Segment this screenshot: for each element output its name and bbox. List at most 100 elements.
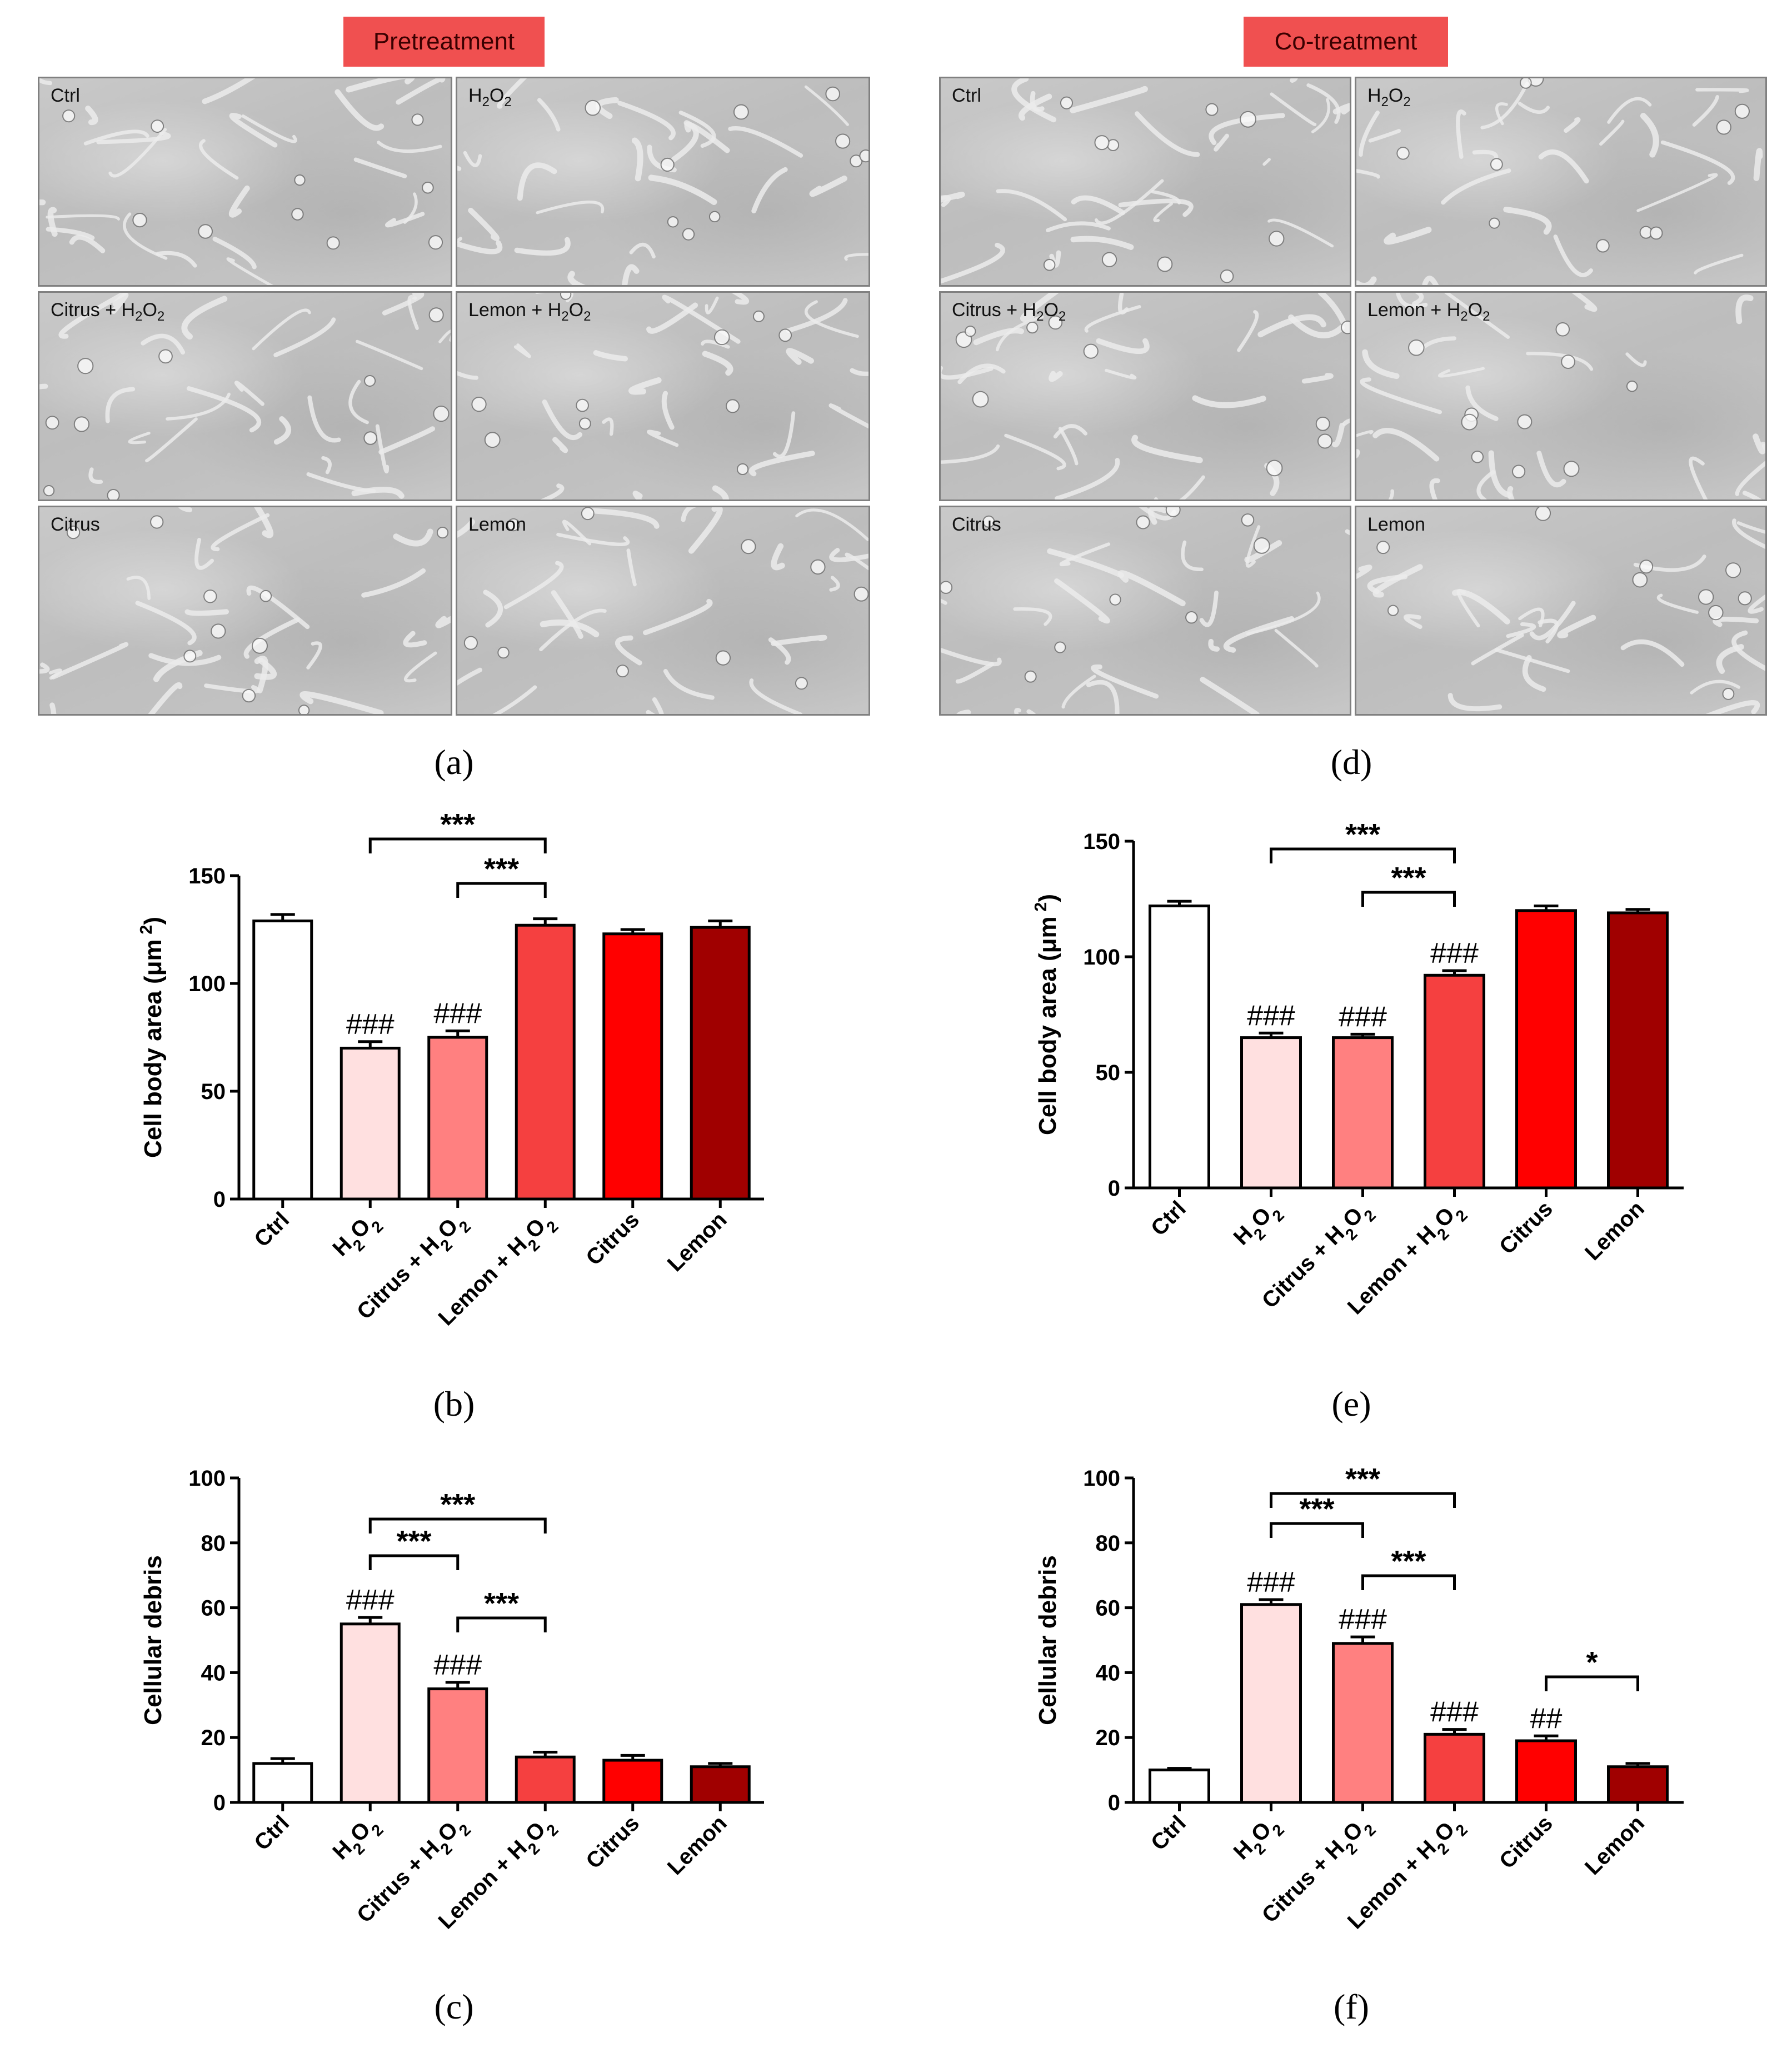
y-axis-label: Cell body area (μm 2) — [136, 917, 167, 1158]
panel-letter-c: (c) — [434, 1987, 474, 2026]
bar-ctrl — [1149, 904, 1210, 1190]
pre-micrograph-citrus-h2o2: Citrus + H2O2 — [38, 291, 452, 501]
panel-letter-f: (f) — [1334, 1987, 1369, 2026]
chart-c-cellular-debris-pretreatment: 0 20 40 60 80 100 Cellular debris Ctrl H2O2 ### Ci… — [139, 1466, 764, 1934]
bar-citrus — [1515, 1739, 1577, 1804]
cell-texture — [941, 507, 1350, 714]
micrograph-label: H2O2 — [1367, 85, 1411, 109]
pretreatment-header: Pretreatment — [343, 17, 545, 67]
chart-e-cell-body-area-cotreatment: 0 50 100 150 Cell body area (μm 2) Ctrl H2O2 ##… — [1031, 818, 1684, 1319]
significance-bracket — [456, 1616, 547, 1632]
significance-hash-label: ### — [433, 997, 482, 1030]
x-tick-label: Ctrl — [1146, 1196, 1191, 1241]
significance-bracket — [368, 837, 547, 853]
bar-lemon-h2o2 — [515, 923, 576, 1201]
panel-letter-d: (d) — [1330, 742, 1372, 782]
significance-hash-label: ### — [346, 1584, 395, 1616]
panel-letter-a: (a) — [434, 742, 474, 782]
y-tick-label: 60 — [1096, 1596, 1121, 1621]
pre-micrograph-lemon: Lemon — [456, 506, 870, 716]
y-tick-label: 150 — [188, 864, 226, 888]
y-tick-label: 0 — [213, 1187, 226, 1212]
bar-citrus-h2o2 — [427, 1687, 488, 1804]
cell-texture — [941, 293, 1350, 499]
micrograph-label: Lemon + H2O2 — [1367, 299, 1490, 324]
significance-star-label: *** — [1345, 1462, 1380, 1496]
significance-hash-label: ### — [1430, 1696, 1479, 1729]
y-tick-label: 20 — [201, 1726, 226, 1750]
y-tick-label: 80 — [1096, 1531, 1121, 1556]
significance-star-label: *** — [1299, 1492, 1334, 1526]
panel-letter-b: (b) — [433, 1384, 475, 1423]
x-tick-label: Lemon — [663, 1207, 732, 1276]
y-tick-label: 0 — [213, 1791, 226, 1815]
significance-star-label: *** — [1345, 818, 1380, 851]
x-tick-label: Lemon — [1580, 1811, 1649, 1880]
cell-texture — [1356, 78, 1763, 285]
x-tick-label: Citrus — [1495, 1196, 1558, 1259]
cell-texture — [1356, 293, 1765, 499]
y-tick-label: 20 — [1096, 1726, 1121, 1750]
micrograph-label: Citrus — [952, 514, 1001, 535]
significance-bracket — [1270, 1522, 1364, 1538]
pre-micrograph-citrus: Citrus — [38, 506, 452, 716]
x-tick-label: Citrus — [1495, 1811, 1558, 1874]
micrograph-label: Citrus — [51, 514, 100, 535]
bar-lemon-h2o2 — [515, 1755, 576, 1804]
x-tick-label: Lemon — [663, 1811, 732, 1880]
micrograph-label: Lemon — [1367, 514, 1425, 535]
cell-texture — [457, 293, 868, 499]
x-tick-label: H2O2 — [1229, 1196, 1288, 1255]
pre-micrograph-ctrl: Ctrl — [38, 77, 452, 287]
significance-hash-label: ### — [1339, 1604, 1387, 1636]
x-tick-label: Citrus — [581, 1811, 644, 1874]
bar-citrus-h2o2 — [1332, 1642, 1394, 1804]
co-micrograph-lemon-h2o2: Lemon + H2O2 — [1355, 291, 1767, 501]
significance-bracket — [368, 1517, 547, 1533]
significance-bracket — [1545, 1675, 1639, 1691]
bar-lemon — [690, 1765, 751, 1804]
panel-letter-e: (e) — [1331, 1384, 1371, 1423]
bar-ctrl — [252, 1762, 313, 1804]
x-tick-label: Ctrl — [249, 1811, 294, 1855]
significance-bracket — [1361, 891, 1456, 907]
significance-star-label: *** — [1391, 861, 1426, 895]
y-tick-label: 0 — [1108, 1791, 1120, 1815]
bar-lemon-h2o2 — [1424, 1732, 1485, 1804]
x-tick-label: H2O2 — [328, 1811, 387, 1870]
y-axis-label: Cell body area (μm 2) — [1031, 894, 1062, 1135]
y-tick-label: 50 — [1096, 1061, 1121, 1085]
y-axis-label: Cellular debris — [1034, 1555, 1061, 1725]
co-micrograph-ctrl: Ctrl — [939, 77, 1351, 287]
cell-texture — [941, 78, 1350, 284]
y-axis-label: Cellular debris — [139, 1555, 167, 1725]
significance-hash-label: ### — [1339, 1001, 1387, 1033]
significance-hash-label: ### — [346, 1008, 395, 1041]
micrograph-label: Ctrl — [952, 85, 981, 106]
micrograph-label: Citrus + H2O2 — [51, 299, 165, 324]
significance-bracket — [1270, 847, 1456, 863]
bar-lemon-h2o2 — [1424, 973, 1485, 1190]
significance-bracket — [1270, 1492, 1456, 1508]
significance-bracket — [1361, 1574, 1456, 1590]
cell-texture — [39, 78, 446, 285]
bar-h2o2 — [1240, 1603, 1302, 1804]
bar-h2o2 — [340, 1622, 401, 1804]
y-tick-label: 100 — [1083, 945, 1120, 970]
y-tick-label: 0 — [1108, 1176, 1120, 1201]
bar-citrus — [1515, 909, 1577, 1190]
x-tick-label: H2O2 — [1229, 1811, 1288, 1870]
cell-texture — [457, 78, 868, 285]
cell-texture — [1356, 507, 1765, 714]
significance-star-label: *** — [396, 1525, 431, 1558]
significance-star-label: *** — [1391, 1545, 1426, 1578]
micrograph-label: Ctrl — [51, 85, 80, 106]
cotreatment-header: Co-treatment — [1244, 17, 1448, 67]
significance-star-label: *** — [484, 1587, 519, 1620]
bar-h2o2 — [340, 1046, 401, 1201]
co-micrograph-lemon: Lemon — [1355, 506, 1767, 716]
bar-ctrl — [1149, 1769, 1210, 1804]
chart-b-cell-body-area-pretreatment: 0 50 100 150 Cell body area (μm 2) Ctrl H2O2 ##… — [136, 808, 764, 1330]
significance-hash-label: ### — [1430, 937, 1479, 970]
bar-citrus-h2o2 — [1332, 1036, 1394, 1190]
